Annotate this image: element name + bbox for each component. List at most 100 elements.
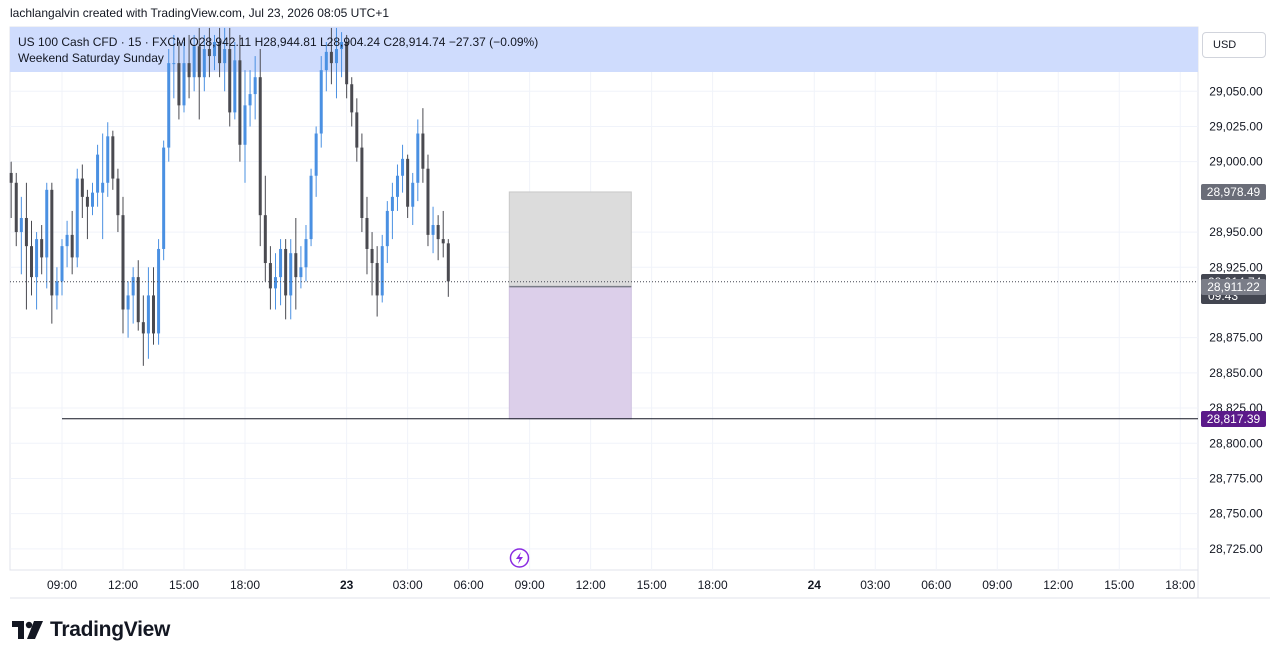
candle — [218, 27, 222, 78]
candle — [416, 119, 420, 202]
candle — [70, 210, 74, 275]
candle-body — [309, 175, 313, 240]
candle — [319, 56, 323, 148]
candle-body — [370, 248, 374, 264]
x-tick-label: 03:00 — [860, 578, 890, 592]
candle — [131, 267, 135, 324]
candle — [375, 246, 379, 317]
candle — [65, 220, 69, 268]
candle — [197, 27, 201, 120]
candle-body — [182, 63, 186, 106]
candle-body — [90, 192, 94, 207]
level-tag-target[interactable]: 28,817.39 — [1201, 410, 1266, 427]
candle-body — [446, 243, 450, 282]
candle — [182, 42, 186, 113]
candle — [141, 295, 145, 366]
candle — [426, 154, 430, 247]
candle — [121, 196, 125, 334]
tradingview-logo[interactable]: TradingView — [12, 618, 170, 642]
candle-body — [284, 248, 288, 296]
candle — [289, 239, 293, 320]
candle — [223, 27, 227, 92]
candle-body — [375, 263, 379, 296]
candle-body — [157, 248, 161, 334]
x-tick-label: 06:00 — [921, 578, 951, 592]
x-tick-label: 18:00 — [698, 578, 728, 592]
take-profit-zone[interactable] — [508, 286, 632, 420]
candle-body — [202, 49, 206, 78]
candle-body — [238, 60, 242, 145]
currency-label: USD — [1213, 39, 1237, 51]
candle-body — [436, 225, 440, 240]
candle — [294, 217, 298, 310]
candle — [263, 175, 267, 282]
candle — [345, 34, 349, 99]
candle-body — [279, 248, 283, 278]
candle-body — [218, 42, 222, 64]
y-tick-label: 29,050.00 — [1209, 84, 1263, 98]
candle-body — [106, 136, 110, 183]
candle — [24, 182, 28, 310]
close-label: C — [383, 35, 393, 49]
candle — [446, 239, 450, 297]
candle — [401, 144, 405, 193]
candle — [340, 32, 344, 78]
position-tool[interactable] — [508, 191, 632, 420]
candle — [436, 215, 440, 261]
candle — [85, 189, 89, 240]
candle-body — [365, 217, 369, 249]
candle-body — [126, 295, 130, 310]
candle — [14, 172, 18, 247]
candle-body — [233, 60, 237, 113]
y-tick-label: 28,875.00 — [1209, 331, 1263, 345]
candle — [258, 49, 262, 247]
candle-body — [45, 189, 49, 258]
symbol-name[interactable]: US 100 Cash CFD · 15 · FXCM — [18, 35, 187, 49]
candle — [273, 253, 277, 310]
event-marker[interactable] — [509, 548, 530, 568]
stop-loss-zone[interactable] — [508, 191, 632, 288]
chart-credit: lachlangalvin created with TradingView.c… — [10, 6, 390, 20]
candle-body — [314, 133, 318, 176]
x-tick-label: 09:00 — [47, 578, 77, 592]
candle-body — [243, 105, 247, 145]
candle-body — [340, 42, 344, 50]
candle — [80, 164, 84, 218]
candle — [207, 27, 211, 78]
candle — [268, 246, 272, 310]
lightning-bolt — [515, 552, 523, 564]
candle-body — [9, 172, 13, 183]
level-tag-stop[interactable]: 28,978.49 — [1201, 183, 1266, 200]
change-value: −27.37 (−0.09%) — [448, 35, 539, 49]
x-tick-label: 12:00 — [108, 578, 138, 592]
candle — [146, 267, 150, 359]
level-tag-entry[interactable]: 28,911.22 — [1201, 278, 1266, 295]
candle-body — [441, 239, 445, 244]
candle — [111, 130, 115, 190]
candle — [238, 34, 242, 162]
candle — [75, 168, 79, 268]
y-tick-label: 28,850.00 — [1209, 366, 1263, 380]
candle — [50, 182, 54, 324]
candle-body — [19, 217, 23, 233]
candle — [365, 196, 369, 275]
candle — [177, 42, 181, 120]
symbol-legend: US 100 Cash CFD · 15 · FXCM O28,942.11 H… — [18, 34, 538, 66]
candle-body — [411, 182, 415, 207]
open-label: O — [189, 35, 199, 49]
x-tick-label: 06:00 — [454, 578, 484, 592]
candle — [172, 34, 176, 99]
high-label: H — [254, 35, 264, 49]
candle — [314, 126, 318, 197]
candle — [390, 182, 394, 240]
candle-body — [151, 295, 155, 334]
candles — [9, 27, 450, 366]
candle — [151, 267, 155, 345]
candle — [162, 140, 166, 261]
candle-body — [14, 182, 18, 233]
candle — [253, 56, 257, 120]
currency-button[interactable]: USD — [1202, 32, 1266, 58]
candle-body — [167, 63, 171, 148]
candle — [299, 246, 303, 289]
